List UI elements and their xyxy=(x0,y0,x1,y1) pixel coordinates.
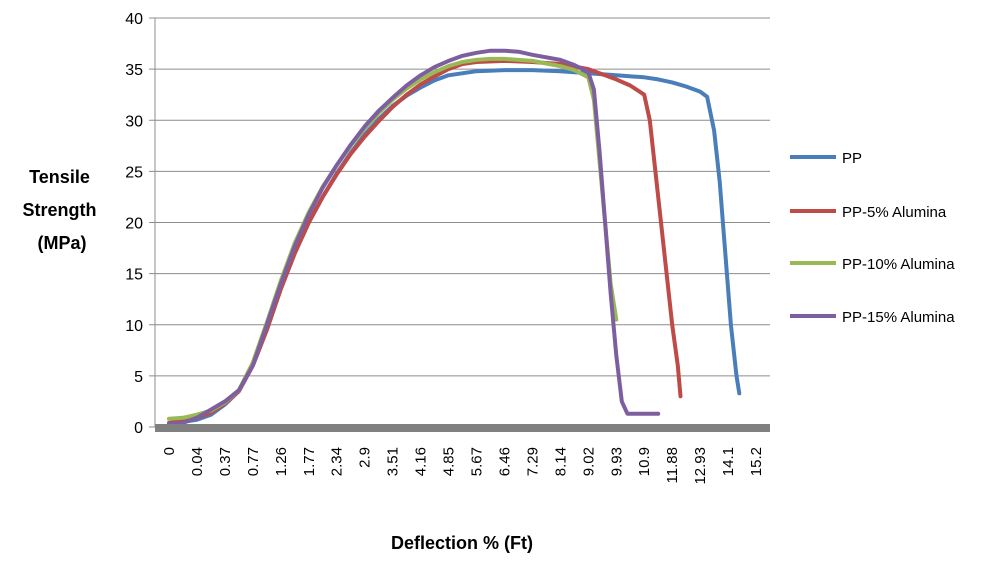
x-tick-label: 9.93 xyxy=(608,447,625,476)
x-tick-label: 7.29 xyxy=(524,447,541,476)
legend-label: PP-10% Alumina xyxy=(842,256,955,273)
x-tick-label: 4.16 xyxy=(413,447,430,476)
x-tick-label: 3.51 xyxy=(385,447,402,476)
x-tick-label: 1.26 xyxy=(273,447,290,476)
x-tick-label: 1.77 xyxy=(301,447,318,476)
y-axis-title-line-1: Tensile xyxy=(29,167,90,187)
x-tick-label: 10.9 xyxy=(636,447,653,476)
x-tick-label: 0.04 xyxy=(189,447,206,476)
x-tick-label: 0.37 xyxy=(217,447,234,476)
legend-label: PP-5% Alumina xyxy=(842,204,947,221)
y-tick-label: 35 xyxy=(125,62,143,79)
y-tick-label: 0 xyxy=(134,420,143,437)
x-tick-label: 11.88 xyxy=(664,447,681,483)
x-axis-bar xyxy=(155,424,770,432)
x-tick-label: 9.02 xyxy=(580,447,597,476)
y-axis-title-line-3: (MPa) xyxy=(38,233,87,253)
x-tick-label: 12.93 xyxy=(692,447,709,485)
series-line-2 xyxy=(169,59,616,419)
y-axis-title-line-2: Strength xyxy=(22,200,96,220)
y-tick-label: 15 xyxy=(125,267,143,284)
x-tick-label: 14.1 xyxy=(720,447,737,476)
series-line-3 xyxy=(169,51,658,424)
x-axis-ticks: 0 0.04 0.37 0.77 1.26 1.77 2.34 2.9 3.51 4.16 4.85… xyxy=(161,447,765,485)
x-tick-label: 8.14 xyxy=(552,447,569,476)
y-tick-label: 25 xyxy=(125,164,143,181)
y-tick-label: 40 xyxy=(125,11,143,28)
x-tick-label: 2.9 xyxy=(357,447,374,468)
legend: PP PP-5% Alumina PP-10% Alumina PP-15% Alum… xyxy=(790,150,955,326)
x-tick-label: 2.34 xyxy=(329,447,346,476)
x-tick-label: 5.67 xyxy=(468,447,485,476)
y-tick-label: 5 xyxy=(134,369,143,386)
x-tick-label: 6.46 xyxy=(496,447,513,476)
x-tick-label: 4.85 xyxy=(441,447,458,476)
x-axis-title: Deflection % (Ft) xyxy=(391,533,533,553)
y-axis-title: Tensile Strength (MPa) xyxy=(22,167,101,253)
y-tick-label: 10 xyxy=(125,318,143,335)
y-tick-label: 30 xyxy=(125,113,143,130)
legend-label: PP xyxy=(842,150,862,167)
y-axis-ticks: 0 5 10 15 20 25 30 35 40 xyxy=(125,11,143,437)
x-tick-label: 0.77 xyxy=(245,447,262,476)
x-tick-label: 0 xyxy=(161,447,178,455)
legend-label: PP-15% Alumina xyxy=(842,309,955,326)
series-line-0 xyxy=(169,70,739,424)
data-series xyxy=(169,51,739,424)
y-tick-label: 20 xyxy=(125,216,143,233)
x-tick-label: 15.2 xyxy=(748,447,765,476)
series-line-1 xyxy=(169,61,681,423)
